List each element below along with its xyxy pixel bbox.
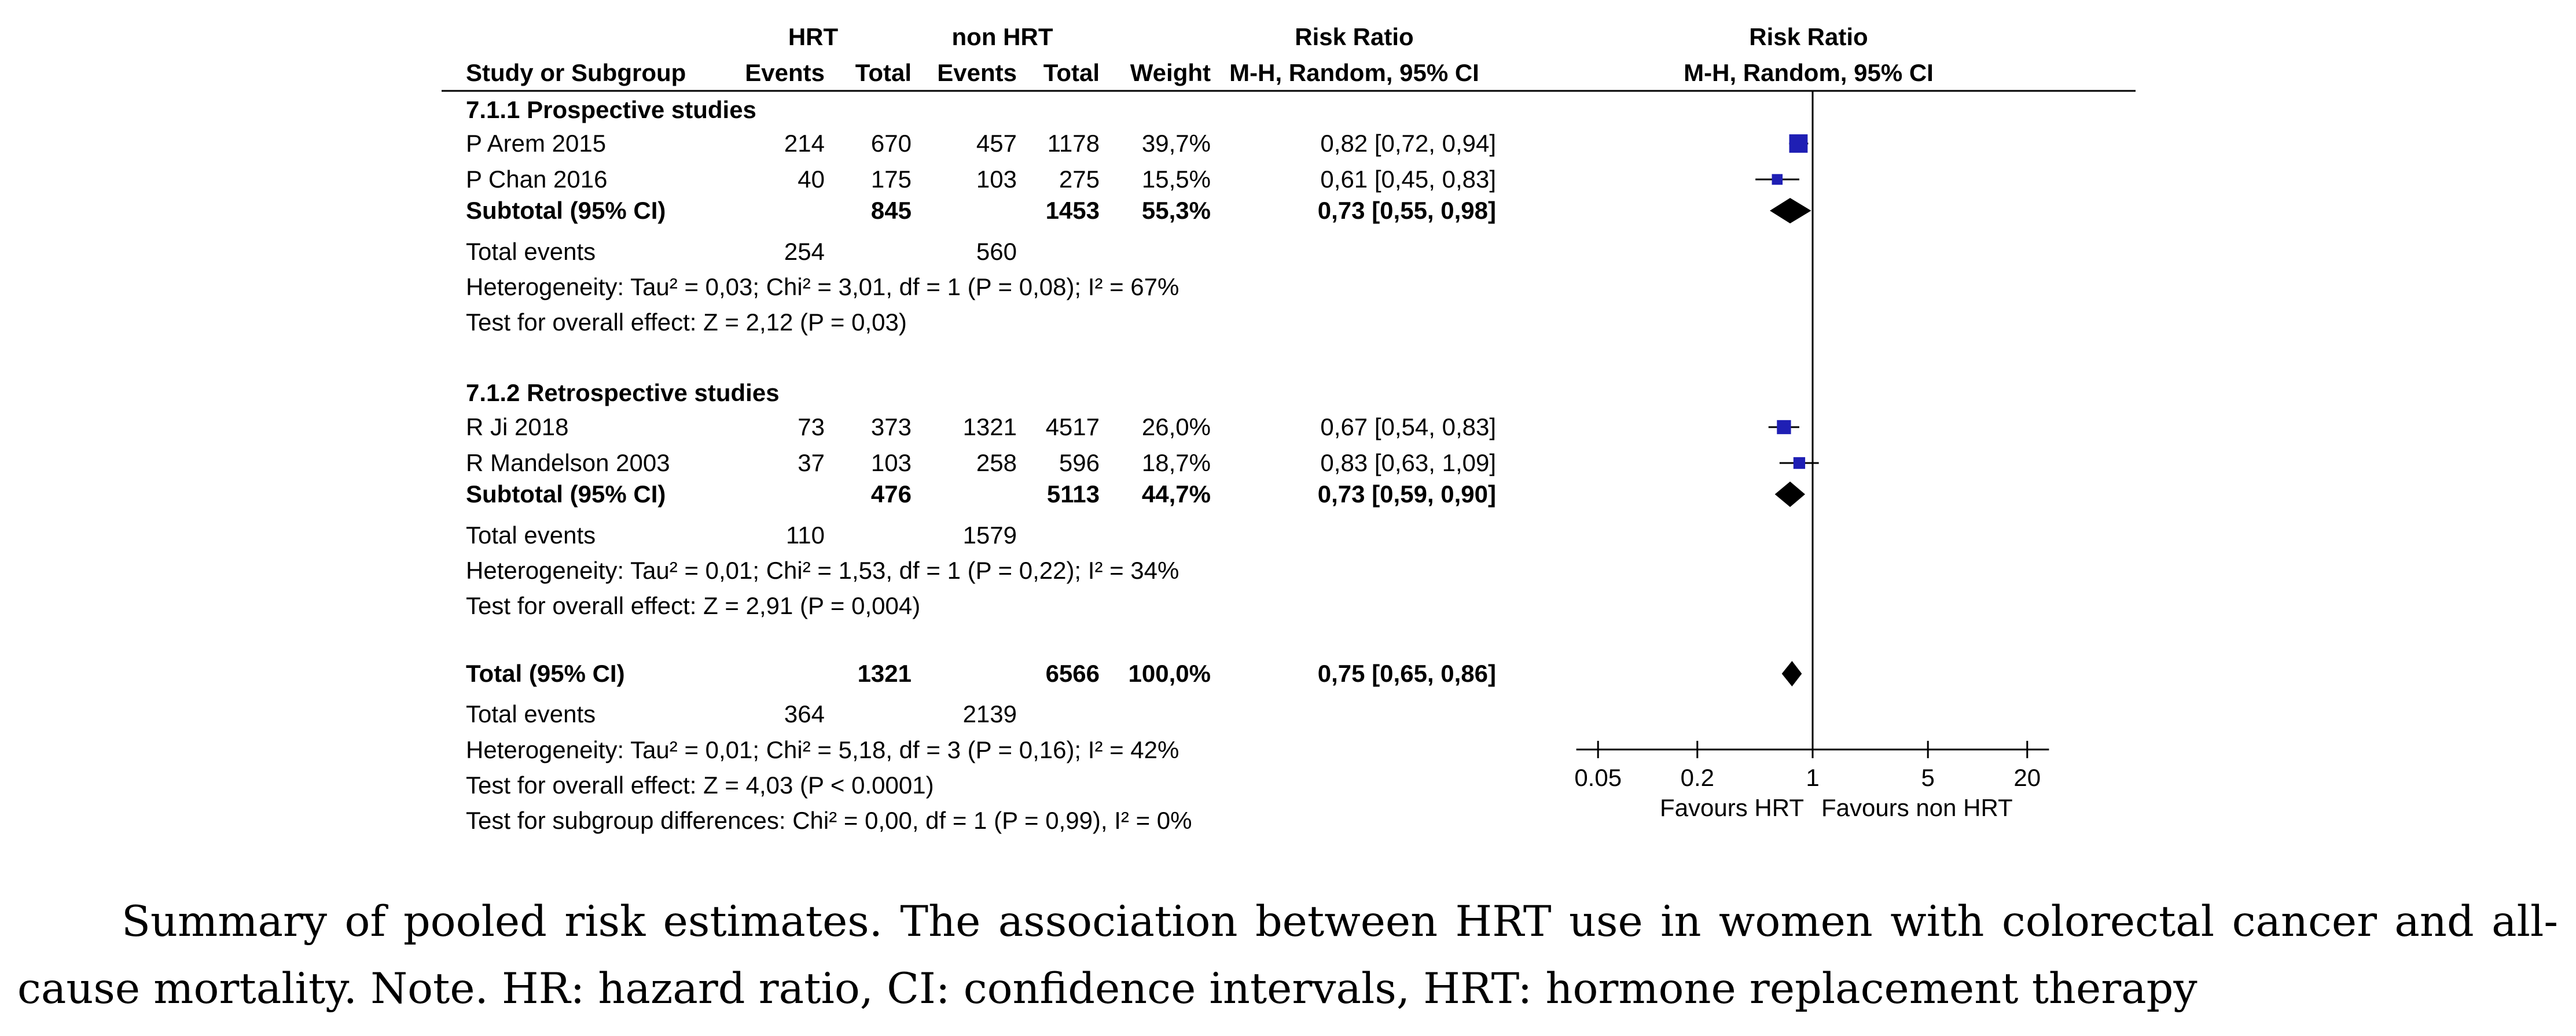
plot-subtitle: M-H, Random, 95% CI <box>1684 59 1934 86</box>
study-chan-2016-total-hrt: 175 <box>871 166 912 193</box>
overall-total-ci: 0,75 [0,65, 0,86] <box>1318 660 1496 687</box>
overall-total-total-hrt: 1321 <box>858 660 912 687</box>
subtotal-2-label: Subtotal (95% CI) <box>466 480 666 508</box>
study-arem-2015-weight: 39,7% <box>1142 130 1211 157</box>
study-chan-2016-weight: 15,5% <box>1142 166 1211 193</box>
overall-effect-2: Test for overall effect: Z = 2,91 (P = 0… <box>466 592 920 619</box>
x-tick-label-1: 0.2 <box>1681 764 1714 791</box>
total-events-overall-non: 2139 <box>963 700 1017 728</box>
column-header-events-non: Events <box>937 59 1017 86</box>
study-chan-2016-marker <box>1772 174 1783 185</box>
heterogeneity-overall: Heterogeneity: Tau² = 0,01; Chi² = 5,18,… <box>466 736 1179 763</box>
study-chan-2016-ci: 0,61 [0,45, 0,83] <box>1320 166 1496 193</box>
total-events-2-label: Total events <box>466 521 596 549</box>
study-ji-2018-events-hrt: 73 <box>798 413 825 440</box>
overall-effect-overall: Test for overall effect: Z = 4,03 (P < 0… <box>466 772 934 799</box>
caption-line-2: cause mortality. Note. HR: hazard ratio,… <box>17 964 2197 1013</box>
study-ji-2018-marker <box>1777 420 1791 435</box>
overall-total-weight: 100,0% <box>1129 660 1211 687</box>
subgroup-2-title: 7.1.2 Retrospective studies <box>466 379 780 406</box>
overall-diamond <box>1781 661 1802 686</box>
column-header-total-hrt: Total <box>855 59 912 86</box>
study-ji-2018-events-non: 1321 <box>963 413 1017 440</box>
column-header-ci: M-H, Random, 95% CI <box>1229 59 1479 86</box>
subtotal-1-weight: 55,3% <box>1142 197 1211 224</box>
caption-line-1: Summary of pooled risk estimates. The as… <box>122 897 2558 946</box>
favours-non-hrt-label: Favours non HRT <box>1821 794 2013 821</box>
study-mandelson-2003-total-non: 596 <box>1059 449 1100 476</box>
subtotal-2-total-non: 5113 <box>1047 480 1100 508</box>
plot-title: Risk Ratio <box>1749 23 1868 50</box>
total-events-overall-label: Total events <box>466 700 596 728</box>
study-ji-2018-total-non: 4517 <box>1046 413 1100 440</box>
subgroup-1-title: 7.1.1 Prospective studies <box>466 96 756 123</box>
study-chan-2016-total-non: 275 <box>1059 166 1100 193</box>
study-mandelson-2003-ci: 0,83 [0,63, 1,09] <box>1320 449 1496 476</box>
total-events-2-hrt: 110 <box>786 521 825 549</box>
subtotal-2-weight: 44,7% <box>1142 480 1211 508</box>
favours-hrt-label: Favours HRT <box>1660 794 1804 821</box>
x-tick-label-4: 20 <box>2013 764 2041 791</box>
total-events-2-non: 1579 <box>963 521 1017 549</box>
header-group-hrt: HRT <box>788 23 839 50</box>
x-tick-label-3: 5 <box>1921 764 1935 791</box>
heterogeneity-2: Heterogeneity: Tau² = 0,01; Chi² = 1,53,… <box>466 557 1179 584</box>
study-ji-2018-weight: 26,0% <box>1142 413 1211 440</box>
overall-total-total-non: 6566 <box>1046 660 1100 687</box>
total-events-1-non: 560 <box>976 238 1017 265</box>
heterogeneity-1: Heterogeneity: Tau² = 0,03; Chi² = 3,01,… <box>466 273 1179 300</box>
study-arem-2015-marker <box>1789 134 1808 153</box>
total-events-1-hrt: 254 <box>784 238 825 265</box>
subtotal-2-total-hrt: 476 <box>871 480 912 508</box>
total-events-1-label: Total events <box>466 238 596 265</box>
study-arem-2015-total-hrt: 670 <box>871 130 912 157</box>
study-mandelson-2003-events-hrt: 37 <box>798 449 825 476</box>
study-mandelson-2003-name: R Mandelson 2003 <box>466 449 670 476</box>
overall-total-label: Total (95% CI) <box>466 660 625 687</box>
overall-effect-1: Test for overall effect: Z = 2,12 (P = 0… <box>466 308 907 336</box>
total-events-overall-hrt: 364 <box>784 700 825 728</box>
subtotal-1-diamond <box>1770 198 1811 223</box>
column-header-events-hrt: Events <box>745 59 825 86</box>
study-arem-2015-events-hrt: 214 <box>784 130 825 157</box>
subtotal-1-ci: 0,73 [0,55, 0,98] <box>1318 197 1496 224</box>
subgroup-differences: Test for subgroup differences: Chi² = 0,… <box>466 807 1192 834</box>
subtotal-2-diamond <box>1774 482 1805 507</box>
subtotal-1-total-non: 1453 <box>1046 197 1100 224</box>
study-arem-2015-total-non: 1178 <box>1048 130 1100 157</box>
header-group-non-hrt: non HRT <box>952 23 1053 50</box>
study-ji-2018-name: R Ji 2018 <box>466 413 568 440</box>
study-ji-2018-total-hrt: 373 <box>871 413 912 440</box>
header-rr-title: Risk Ratio <box>1295 23 1413 50</box>
study-mandelson-2003-total-hrt: 103 <box>871 449 912 476</box>
study-arem-2015-ci: 0,82 [0,72, 0,94] <box>1320 130 1496 157</box>
study-chan-2016-name: P Chan 2016 <box>466 166 607 193</box>
x-tick-label-2: 1 <box>1806 764 1819 791</box>
subtotal-1-label: Subtotal (95% CI) <box>466 197 666 224</box>
column-header-weight: Weight <box>1130 59 1211 86</box>
subtotal-1-total-hrt: 845 <box>871 197 912 224</box>
study-mandelson-2003-events-non: 258 <box>976 449 1017 476</box>
study-arem-2015-events-non: 457 <box>976 130 1017 157</box>
x-tick-label-0: 0.05 <box>1574 764 1622 791</box>
study-arem-2015-name: P Arem 2015 <box>466 130 606 157</box>
study-chan-2016-events-non: 103 <box>976 166 1017 193</box>
study-ji-2018-ci: 0,67 [0,54, 0,83] <box>1320 413 1496 440</box>
study-chan-2016-events-hrt: 40 <box>798 166 825 193</box>
subtotal-2-ci: 0,73 [0,59, 0,90] <box>1318 480 1496 508</box>
figure-caption: Summary of pooled risk estimates. The as… <box>17 888 2558 1023</box>
study-mandelson-2003-marker <box>1793 457 1806 469</box>
column-header-total-non: Total <box>1043 59 1100 86</box>
study-mandelson-2003-weight: 18,7% <box>1142 449 1211 476</box>
column-header-study: Study or Subgroup <box>466 59 686 86</box>
